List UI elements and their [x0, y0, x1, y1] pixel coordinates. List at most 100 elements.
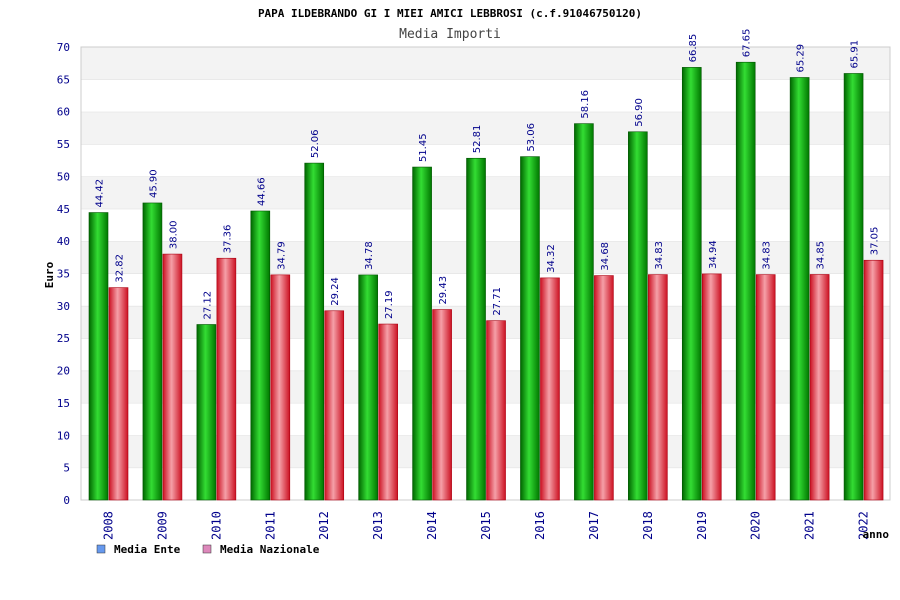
y-tick-label: 30 [57, 300, 70, 313]
bar-media-nazionale-2020 [755, 274, 776, 501]
value-label-media-ente-2008: 44.42 [95, 179, 106, 208]
y-tick-label: 45 [57, 203, 70, 216]
value-label-media-nazionale-2019: 34.94 [708, 240, 719, 269]
value-label-media-ente-2022: 65.91 [850, 40, 861, 69]
value-label-media-nazionale-2015: 27.71 [492, 287, 503, 316]
value-label-media-nazionale-2018: 34.83 [654, 241, 665, 270]
bar-media-nazionale-2021 [809, 274, 830, 501]
x-tick-label-2016: 2016 [533, 511, 547, 540]
bar-media-nazionale-2010 [216, 257, 237, 501]
grid-band [81, 47, 890, 80]
y-axis-ticks: 0 5 10 15 20 25 30 35 40 45 50 55 60 65 70 [57, 41, 70, 507]
x-tick-label-2009: 2009 [155, 511, 169, 540]
y-tick-label: 50 [57, 170, 70, 183]
value-label-media-ente-2010: 27.12 [202, 291, 213, 320]
y-tick-label: 65 [57, 73, 70, 86]
value-label-media-nazionale-2014: 29.43 [438, 276, 449, 305]
bar-media-nazionale-2008 [108, 287, 129, 501]
x-tick-label-2021: 2021 [803, 511, 817, 540]
bar-media-nazionale-2018 [648, 274, 668, 501]
bar-media-ente-2018 [628, 131, 648, 501]
value-label-media-ente-2020: 67.65 [742, 29, 753, 58]
x-tick-label-2017: 2017 [587, 511, 601, 540]
bar-media-ente-2019 [681, 67, 702, 501]
bar-media-ente-2016 [520, 156, 540, 501]
bars: 44.42 32.82 45.90 38.00 27.12 37.36 44.66 34.79… [88, 29, 884, 501]
legend-swatch-media-ente [96, 544, 106, 554]
x-tick-label-2012: 2012 [317, 511, 331, 540]
value-label-media-ente-2014: 51.45 [418, 133, 429, 162]
y-axis-label: Euro [43, 261, 56, 288]
y-tick-label: 15 [57, 397, 70, 410]
legend: Media Ente Media Nazionale [96, 543, 320, 556]
y-tick-label: 70 [57, 41, 70, 54]
value-label-media-ente-2019: 66.85 [688, 34, 699, 63]
value-label-media-nazionale-2011: 34.79 [276, 241, 287, 270]
y-tick-label: 10 [57, 429, 70, 442]
x-tick-label-2022: 2022 [857, 511, 871, 540]
bar-media-ente-2015 [466, 157, 486, 501]
bar-media-ente-2020 [735, 61, 756, 501]
x-tick-label-2019: 2019 [695, 511, 709, 540]
value-label-media-nazionale-2021: 34.85 [816, 241, 827, 270]
bar-media-nazionale-2012 [324, 310, 345, 501]
bar-media-ente-2009 [142, 202, 163, 501]
x-tick-label-2013: 2013 [371, 511, 385, 540]
y-tick-label: 40 [57, 235, 70, 248]
y-tick-label: 55 [57, 138, 70, 151]
bar-media-ente-2017 [574, 123, 594, 501]
x-tick-label-2015: 2015 [479, 511, 493, 540]
bar-media-ente-2013 [358, 274, 378, 501]
x-tick-label-2014: 2014 [425, 511, 439, 540]
value-label-media-nazionale-2016: 34.32 [546, 244, 557, 273]
y-tick-label: 35 [57, 268, 70, 281]
bar-media-nazionale-2016 [540, 277, 560, 501]
x-tick-label-2011: 2011 [263, 511, 277, 540]
value-label-media-ente-2013: 34.78 [364, 241, 375, 270]
y-tick-label: 0 [63, 494, 70, 507]
value-label-media-nazionale-2013: 27.19 [384, 290, 395, 319]
bar-media-ente-2010 [196, 324, 217, 501]
y-tick-label: 25 [57, 332, 70, 345]
value-label-media-nazionale-2022: 37.05 [870, 227, 881, 256]
chart-subtitle: Media Importi [399, 27, 501, 42]
value-label-media-nazionale-2012: 29.24 [330, 277, 341, 306]
value-label-media-ente-2011: 44.66 [256, 177, 267, 206]
legend-label-media-nazionale: Media Nazionale [220, 543, 320, 556]
bar-media-nazionale-2022 [863, 259, 884, 501]
x-tick-label-2020: 2020 [749, 511, 763, 540]
bar-media-ente-2014 [412, 166, 432, 501]
value-label-media-nazionale-2020: 34.83 [762, 241, 773, 270]
chart-title: PAPA ILDEBRANDO GI I MIEI AMICI LEBBROSI… [258, 7, 642, 20]
value-label-media-ente-2017: 58.16 [580, 90, 591, 119]
x-axis-ticks: 2008 2009 2010 2011 2012 2013 2014 2015 2016 2017… [102, 511, 871, 540]
value-label-media-ente-2016: 53.06 [526, 123, 537, 152]
bar-media-nazionale-2019 [701, 273, 722, 501]
bar-media-nazionale-2013 [378, 323, 398, 501]
legend-swatch-media-nazionale [202, 544, 212, 554]
value-label-media-nazionale-2008: 32.82 [115, 254, 126, 283]
bar-media-nazionale-2009 [162, 253, 183, 501]
value-label-media-ente-2015: 52.81 [472, 125, 483, 154]
bar-media-ente-2011 [250, 210, 271, 501]
bar-media-nazionale-2014 [432, 309, 452, 501]
y-tick-label: 20 [57, 365, 70, 378]
bar-media-nazionale-2015 [486, 320, 506, 501]
y-tick-label: 5 [63, 462, 70, 475]
value-label-media-nazionale-2010: 37.36 [222, 225, 233, 254]
bar-media-nazionale-2011 [270, 274, 291, 501]
grid-band [81, 79, 890, 112]
bar-media-ente-2022 [843, 73, 864, 501]
value-label-media-ente-2009: 45.90 [148, 169, 159, 198]
value-label-media-ente-2021: 65.29 [796, 44, 807, 73]
value-label-media-ente-2012: 52.06 [310, 129, 321, 158]
x-tick-label-2018: 2018 [641, 511, 655, 540]
bar-media-ente-2021 [789, 77, 810, 501]
y-tick-label: 60 [57, 106, 70, 119]
bar-media-nazionale-2017 [594, 275, 614, 501]
value-label-media-ente-2018: 56.90 [634, 98, 645, 127]
x-axis-label: anno [863, 528, 890, 541]
bar-media-ente-2008 [88, 212, 109, 501]
grid-band [81, 111, 890, 145]
